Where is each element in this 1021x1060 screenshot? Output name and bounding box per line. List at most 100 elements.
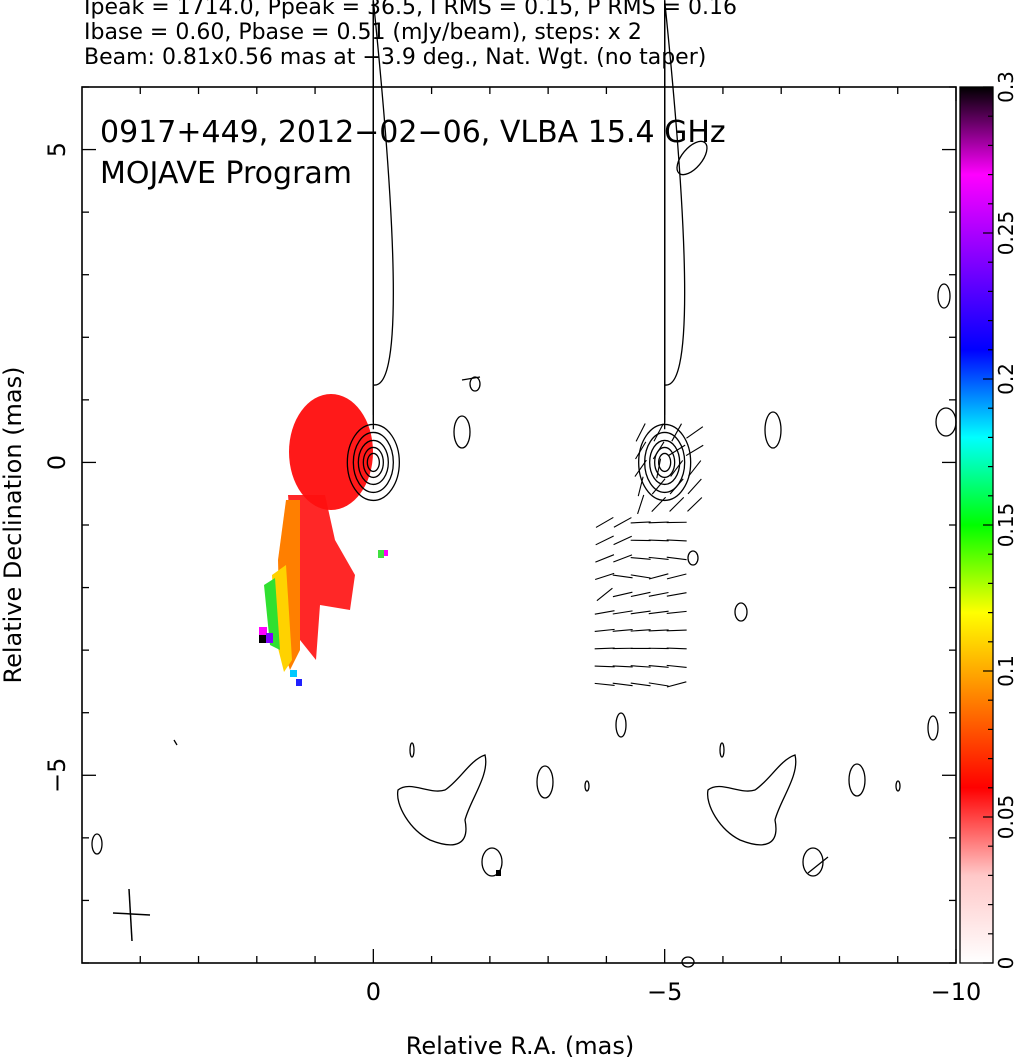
evpa-vector-51 [594,628,615,633]
beam-minor-axis [112,912,151,916]
evpa-vector-36 [594,572,615,581]
noise-island-5 [935,407,957,437]
colorbar-tick-label: 0.15 [994,503,1018,548]
evpa-vector-53 [630,629,651,632]
evpa-vector-27 [613,535,632,546]
noise-island-17 [719,742,725,758]
evpa-vector-21 [595,516,614,528]
evpa-vector-22 [613,517,632,528]
noise-island-7 [848,763,866,797]
evpa-vector-14 [651,478,666,495]
evpa-vector-49 [648,610,669,615]
evpa-vector-50 [666,610,687,615]
core-contour-panel-1-3 [357,439,389,486]
noise-island-22 [681,956,695,968]
evpa-vector-54 [648,629,669,632]
evpa-vector-63 [630,665,651,668]
evpa-vector-6 [652,441,665,460]
evpa-vector-67 [612,682,633,687]
noise-island-12 [734,602,748,622]
chart-title: 0917+449, 2012−02−06, VLBA 15.4 GHz [100,115,726,150]
pol-pixel-blue [296,679,302,686]
evpa-vector-33 [630,557,651,560]
core-contour-panel-1-4 [362,446,384,479]
chart-subtitle: MOJAVE Program [100,156,352,191]
evpa-vector-61 [594,665,615,668]
x-axis-ticks [139,87,957,963]
evpa-vector-8 [685,444,704,457]
evpa-vector-56 [594,647,615,650]
evpa-vector-68 [630,682,651,687]
evpa-vector-39 [648,573,669,580]
evpa-vector-10 [656,458,662,479]
beam-major-axis [128,888,133,942]
evpa-vector-11 [670,460,684,477]
evpa-vector-2 [653,423,664,442]
plot-frame [81,86,957,964]
pol-pixel-cyan [290,670,297,677]
evpa-vector-34 [648,556,669,561]
pol-pixel-black [259,635,266,643]
evpa-vector-3 [671,423,682,442]
y-tick-label: 5 [43,142,71,157]
colorbar-tick-label: 0.1 [994,655,1018,687]
pol-jet-green [264,578,280,650]
evpa-vector-52 [612,629,633,632]
header-line-1: Ipeak = 1714.0, Ppeak = 36.5, I RMS = 0.… [84,0,737,20]
core-contour-panel-1-2 [352,431,394,494]
colorbar-tick-label: 0.25 [994,211,1018,256]
evpa-vector-18 [651,496,667,513]
colorbar-tick-label: 0.2 [994,363,1018,395]
noise-island-4 [764,411,782,449]
noise-contours [91,140,957,968]
polarization-vectors [594,423,704,688]
x-tick-labels: 0 −5 −10 [366,978,982,1006]
colorbar-tick-label: 0 [994,957,1018,970]
evpa-vector-17 [637,494,645,515]
y-tick-labels: 5 0 −5 [43,142,71,793]
evpa-vector-60 [666,647,687,650]
evpa-vector-43 [630,591,651,598]
noise-island-21 [469,376,481,392]
evpa-vector-40 [666,573,687,580]
evpa-vector-30 [666,539,687,542]
pol-jet-yellow [272,565,292,672]
contour-panel-1-level-1 [372,0,394,386]
y-axis-ticks [82,86,956,964]
header-line-3: Beam: 0.81x0.56 mas at −3.9 deg., Nat. W… [84,45,707,70]
evpa-vector-15 [669,478,684,495]
colorbar-ticks [983,86,993,964]
evpa-vector-47 [612,610,633,615]
pol-core-blob [289,394,373,510]
evpa-vector-23 [630,521,651,524]
contour-panel-2-level-1 [664,0,686,386]
x-tick-label: 0 [366,978,381,1006]
noise-island-18 [584,780,590,792]
evpa-vector-46 [594,610,615,615]
evpa-vector-64 [648,665,669,668]
evpa-vector-4 [686,426,704,439]
evpa-vector-20 [687,497,703,512]
evpa-vector-9 [634,459,647,477]
evpa-vector-31 [595,554,615,563]
evpa-vector-62 [612,665,633,668]
evpa-vector-69 [648,682,669,687]
core-contour-panel-2-3 [649,439,681,486]
evpa-vector-26 [595,535,614,546]
noise-island-13 [687,550,699,566]
frac-pol-color-map [259,394,501,876]
pol-pixel-green-right [378,550,384,558]
noise-island-3 [453,415,471,449]
header-line-2: Ibase = 0.60, Pbase = 0.51 (mJy/beam), s… [84,20,642,45]
noise-island-11 [937,283,951,309]
noise-island-1 [397,754,487,846]
evpa-vector-66 [594,682,615,687]
evpa-vector-1 [635,423,646,442]
noise-island-14 [615,712,627,738]
evpa-vector-45 [666,592,687,597]
core-contour-panel-2-4 [654,446,676,479]
core-contour-panel-1-1 [346,423,400,502]
evpa-vector-12 [688,460,702,477]
y-tick-label: −5 [43,758,71,793]
